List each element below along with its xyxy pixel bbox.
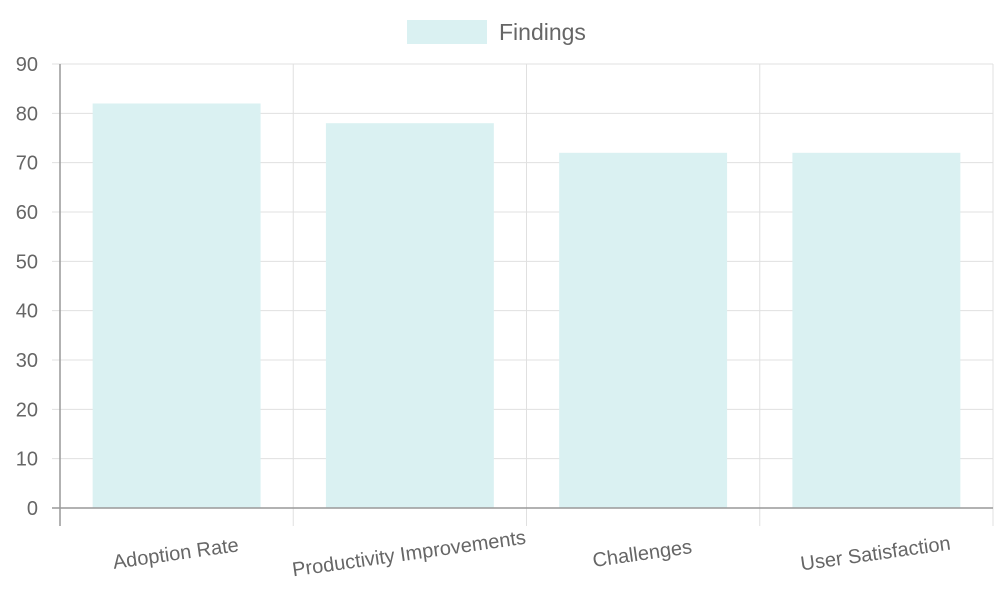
x-tick-label: Adoption Rate [111,534,240,573]
legend-label[interactable]: Findings [499,19,586,45]
bar[interactable] [325,123,494,508]
y-tick-label: 60 [16,202,38,224]
y-tick-label: 30 [16,350,38,372]
y-tick-label: 80 [16,103,38,125]
y-tick-label: 0 [27,498,38,520]
bar[interactable] [92,103,261,508]
legend[interactable]: Findings [407,19,586,45]
y-tick-label: 90 [16,54,38,76]
y-axis-ticks: 0 10 20 30 40 50 60 70 80 90 [16,54,38,520]
x-tick-label: Productivity Improvements [291,527,527,582]
bar[interactable] [559,152,728,509]
y-tick-label: 10 [16,449,38,471]
x-tick-label: User Satisfaction [799,533,952,576]
y-tick-label: 50 [16,251,38,273]
y-tick-label: 70 [16,153,38,175]
bar[interactable] [792,152,961,509]
bars [92,103,961,509]
x-axis-ticks: Adoption Rate Productivity Improvements Ch… [111,527,951,582]
x-tick-label: Challenges [591,536,693,572]
y-tick-label: 20 [16,399,38,421]
y-tick-label: 40 [16,301,38,323]
legend-swatch[interactable] [407,20,487,44]
axes [52,64,993,526]
